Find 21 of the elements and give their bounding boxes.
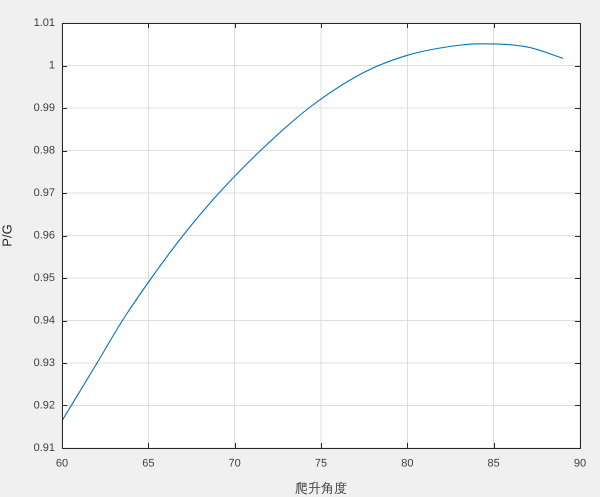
y-tick-label: 0.98 [34, 144, 55, 157]
x-tick-label: 70 [228, 458, 241, 470]
x-tick-label: 75 [314, 458, 328, 470]
y-tick-label: 1.01 [34, 17, 55, 30]
y-tick-label: 0.93 [34, 357, 55, 370]
x-tick-label: 90 [574, 458, 586, 470]
y-tick-label: 0.99 [34, 102, 55, 114]
y-tick-label: 0.96 [34, 230, 55, 242]
x-tick-label: 85 [488, 458, 500, 470]
x-tick-label: 80 [401, 458, 414, 470]
y-tick-label: 0.95 [34, 272, 55, 284]
y-tick-label: 0.97 [34, 187, 55, 200]
y-tick-label: 0.91 [34, 442, 55, 454]
y-axis-title: P/G [0, 224, 14, 247]
y-tick-label: 0.94 [34, 314, 55, 327]
y-tick-label: 1 [48, 60, 55, 72]
line-series [62, 43, 564, 422]
x-tick-label: 60 [56, 458, 68, 470]
x-tick-label: 65 [142, 458, 154, 470]
x-axis-title: 爬升角度 [295, 480, 347, 496]
y-tick-label: 0.92 [34, 400, 55, 412]
